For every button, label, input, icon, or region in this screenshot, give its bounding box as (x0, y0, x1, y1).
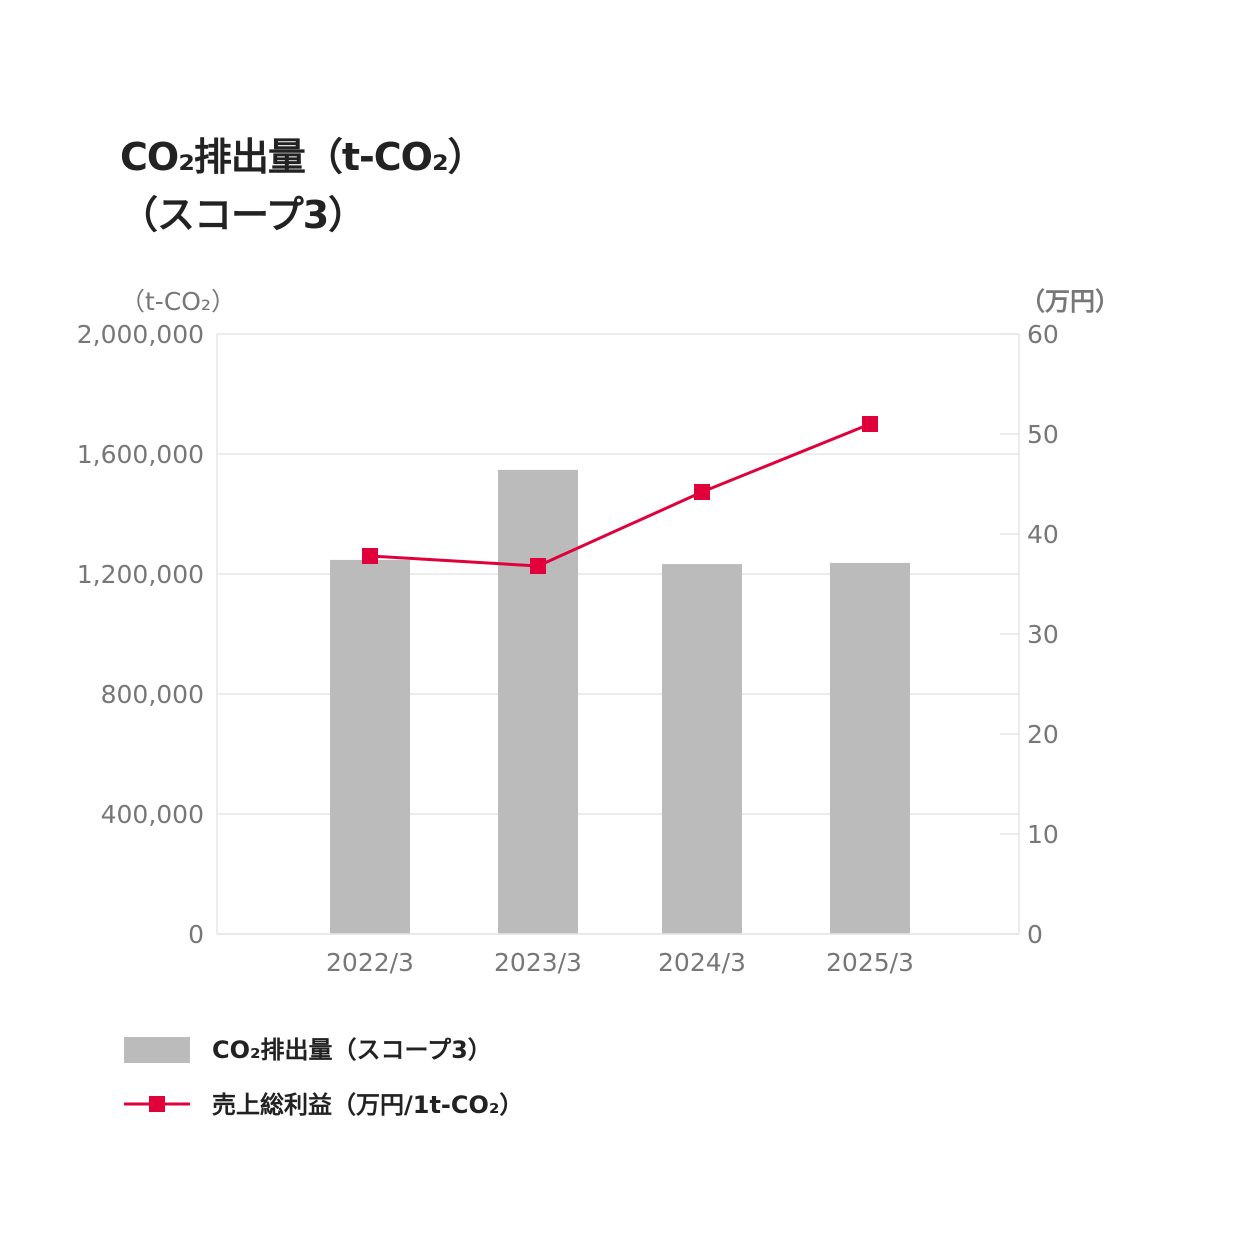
left-tick-label: 0 (188, 920, 204, 949)
legend-line-label: 売上総利益（万円/1t-CO₂） (212, 1091, 523, 1119)
right-tick-label: 10 (1027, 820, 1059, 849)
right-tick-label: 0 (1027, 920, 1043, 949)
legend: CO₂排出量（スコープ3） 売上総利益（万円/1t-CO₂） (124, 1036, 523, 1119)
bar-2023/3 (498, 469, 578, 934)
bars (330, 469, 910, 934)
left-tick-label: 1,600,000 (77, 440, 204, 469)
legend-bar-label: CO₂排出量（スコープ3） (212, 1036, 492, 1064)
legend-line-marker (149, 1096, 165, 1112)
x-tick-label: 2024/3 (658, 948, 746, 977)
bar-2024/3 (662, 564, 742, 934)
legend-bar-swatch (124, 1037, 190, 1063)
left-axis-label: （t-CO₂） (120, 287, 236, 316)
x-tick-label: 2022/3 (326, 948, 414, 977)
line-point-2022/3 (362, 548, 378, 564)
left-tick-label: 400,000 (101, 800, 204, 829)
right-tick-label: 60 (1027, 320, 1059, 349)
left-tick-label: 2,000,000 (77, 320, 204, 349)
x-tick-label: 2025/3 (826, 948, 914, 977)
right-tick-label: 50 (1027, 420, 1059, 449)
right-tick-label: 40 (1027, 520, 1059, 549)
x-tick-label: 2023/3 (494, 948, 582, 977)
line-point-2024/3 (694, 484, 710, 500)
chart-title-line1: CO₂排出量（t-CO₂） (120, 135, 486, 179)
right-tick-label: 20 (1027, 720, 1059, 749)
axes: 0 400,000 800,000 1,200,000 1,600,000 2,000,0… (77, 320, 1059, 977)
line-path (369, 422, 871, 568)
chart-title: CO₂排出量（t-CO₂） （スコープ3） (120, 128, 486, 244)
line-point-2023/3 (530, 558, 546, 574)
left-tick-label: 1,200,000 (77, 560, 204, 589)
bar-2025/3 (830, 562, 910, 934)
right-axis-label: （万円） (1020, 287, 1120, 316)
line-point-2025/3 (862, 416, 878, 432)
left-tick-label: 800,000 (101, 680, 204, 709)
bar-2022/3 (330, 559, 410, 934)
chart-title-line2: （スコープ3） (120, 193, 366, 237)
line-series (362, 416, 878, 574)
right-tick-label: 30 (1027, 620, 1059, 649)
